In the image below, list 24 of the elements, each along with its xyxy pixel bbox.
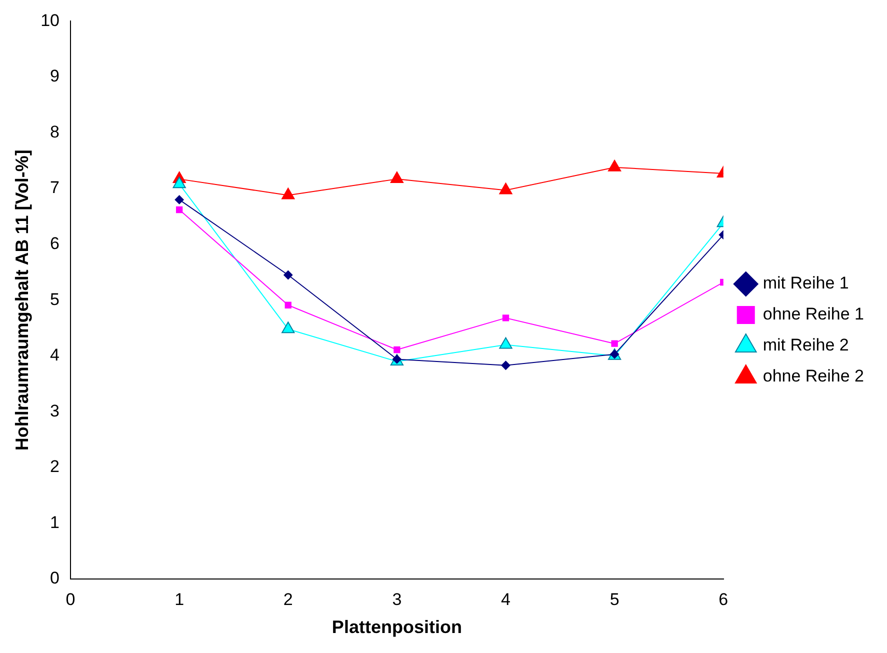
y-tick-label: 10 <box>40 10 60 30</box>
y-tick-label: 9 <box>50 66 60 86</box>
y-tick-label: 0 <box>50 568 60 588</box>
x-tick-label: 3 <box>392 590 402 609</box>
x-axis-title: Plattenposition <box>332 617 462 638</box>
y-tick-label: 2 <box>50 457 60 476</box>
legend-label: ohne Reihe 1 <box>762 304 864 324</box>
legend-label: mit Reihe 2 <box>762 336 849 355</box>
x-tick-label: 1 <box>174 590 184 609</box>
legend-label: mit Reihe 1 <box>762 274 849 293</box>
y-axis-title: Hohlraumraumgehalt AB 11 [Vol-%] <box>12 150 32 451</box>
y-tick-label: 4 <box>50 346 60 365</box>
x-tick-label: 5 <box>610 590 620 609</box>
y-tick-label: 3 <box>50 401 60 420</box>
x-tick-label: 6 <box>718 590 728 609</box>
legend-label: ohne Reihe 2 <box>762 366 864 386</box>
y-tick-label: 1 <box>50 512 60 532</box>
y-tick-label: 5 <box>50 290 60 309</box>
y-tick-label: 6 <box>50 234 60 254</box>
y-tick-label: 8 <box>50 122 60 142</box>
y-tick-label: 7 <box>50 178 60 198</box>
x-tick-label: 2 <box>283 590 293 609</box>
x-tick-label: 0 <box>66 590 76 609</box>
x-tick-label: 4 <box>501 590 510 609</box>
